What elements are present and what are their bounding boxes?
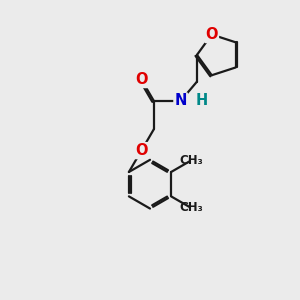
Text: H: H: [196, 94, 208, 109]
Text: O: O: [206, 27, 218, 42]
Text: O: O: [135, 143, 148, 158]
Text: O: O: [135, 72, 148, 87]
Text: CH₃: CH₃: [179, 201, 203, 214]
Text: N: N: [174, 94, 187, 109]
Text: CH₃: CH₃: [179, 154, 203, 167]
